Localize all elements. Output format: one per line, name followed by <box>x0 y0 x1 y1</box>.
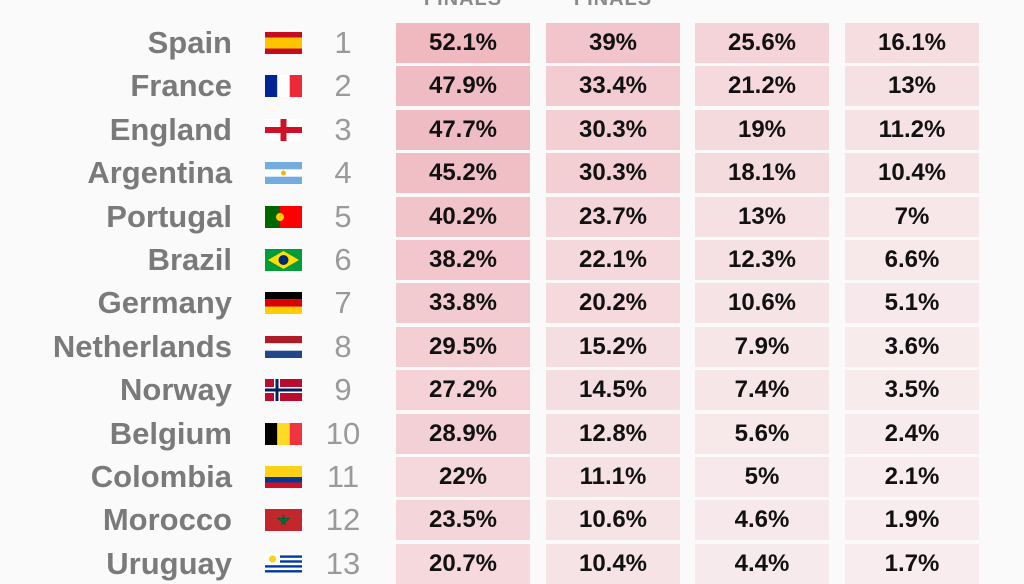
probability-cell: 3.6% <box>845 326 979 367</box>
rank: 12 <box>325 502 361 538</box>
probability-cell: 5.1% <box>845 283 979 324</box>
country-name: Norway <box>120 372 232 408</box>
country-name: England <box>109 111 232 147</box>
column-header: FINALS <box>396 0 530 11</box>
probability-cell: 4.6% <box>695 500 829 541</box>
probability-cell: 7.9% <box>695 326 829 367</box>
probability-cell: 40.2% <box>396 196 530 237</box>
probability-cell: 23.7% <box>546 196 680 237</box>
rank: 2 <box>334 68 352 104</box>
probability-cell: 2.1% <box>845 457 979 497</box>
probability-cell: 21.2% <box>695 66 829 107</box>
flag-icon <box>265 249 302 271</box>
probability-cell: 28.9% <box>396 413 530 454</box>
probability-cell: 5.6% <box>695 413 829 454</box>
probability-cell: 7.4% <box>695 370 829 411</box>
probability-cell: 30.3% <box>546 153 680 194</box>
rank: 3 <box>334 111 352 147</box>
probability-cell: 45.2% <box>396 153 530 194</box>
probability-cell: 2.4% <box>845 413 979 454</box>
probability-cell: 20.7% <box>396 543 530 584</box>
probability-cell: 22.1% <box>546 240 680 280</box>
probability-cell: 22% <box>396 457 530 497</box>
country-name: Colombia <box>90 459 232 494</box>
flag-icon <box>265 205 302 228</box>
probability-cell: 11.2% <box>845 109 979 150</box>
country-name: France <box>130 68 232 104</box>
probability-cell: 52.1% <box>396 23 530 63</box>
probability-cell: 13% <box>845 66 979 107</box>
probability-cell: 12.8% <box>546 413 680 454</box>
probability-cell: 29.5% <box>396 326 530 367</box>
rank: 7 <box>334 285 352 321</box>
probability-cell: 18.1% <box>695 153 829 194</box>
probability-cell: 25.6% <box>695 23 829 63</box>
probability-cell: 1.9% <box>845 500 979 541</box>
country-name: Belgium <box>109 415 232 451</box>
probability-cell: 11.1% <box>546 457 680 497</box>
probability-cell: 10.6% <box>546 500 680 541</box>
rank: 5 <box>334 198 352 234</box>
probability-cell: 7% <box>845 196 979 237</box>
probability-cell: 1.7% <box>845 543 979 584</box>
rank: 13 <box>325 545 361 581</box>
rank: 6 <box>334 242 352 277</box>
probability-cell: 14.5% <box>546 370 680 411</box>
country-name: Spain <box>147 25 232 60</box>
probability-cell: 10.6% <box>695 283 829 324</box>
flag-icon <box>265 335 302 358</box>
probability-cell: 13% <box>695 196 829 237</box>
flag-icon <box>265 292 302 315</box>
country-name: Netherlands <box>52 328 232 364</box>
country-name: Argentina <box>87 155 232 191</box>
country-name: Uruguay <box>106 545 232 581</box>
probability-cell: 47.9% <box>396 66 530 107</box>
flag-icon <box>265 552 302 575</box>
flag-icon <box>265 32 302 54</box>
flag-icon <box>265 379 302 402</box>
rank: 8 <box>334 328 352 364</box>
probability-cell: 30.3% <box>546 109 680 150</box>
probability-cell: 5% <box>695 457 829 497</box>
probability-cell: 10.4% <box>845 153 979 194</box>
probability-cell: 19% <box>695 109 829 150</box>
probability-cell: 23.5% <box>396 500 530 541</box>
rank: 10 <box>325 415 361 451</box>
country-name: Germany <box>97 285 232 321</box>
probability-cell: 16.1% <box>845 23 979 63</box>
country-name: Brazil <box>147 242 232 277</box>
flag-icon <box>265 75 302 98</box>
flag-icon <box>265 509 302 532</box>
flag-icon <box>265 466 302 488</box>
rank: 11 <box>326 459 360 494</box>
probability-cell: 39% <box>546 23 680 63</box>
probability-cell: 15.2% <box>546 326 680 367</box>
rank: 9 <box>334 372 352 408</box>
probability-cell: 38.2% <box>396 240 530 280</box>
rank: 4 <box>334 155 352 191</box>
country-name: Morocco <box>102 502 232 538</box>
probability-cell: 47.7% <box>396 109 530 150</box>
flag-icon <box>265 422 302 445</box>
probability-cell: 12.3% <box>695 240 829 280</box>
flag-icon <box>265 118 302 141</box>
probability-cell: 33.4% <box>546 66 680 107</box>
flag-icon <box>265 162 302 185</box>
probability-cell: 10.4% <box>546 543 680 584</box>
rank: 1 <box>334 25 352 60</box>
probability-cell: 20.2% <box>546 283 680 324</box>
probability-cell: 33.8% <box>396 283 530 324</box>
probability-cell: 27.2% <box>396 370 530 411</box>
probability-cell: 4.4% <box>695 543 829 584</box>
country-name: Portugal <box>106 198 232 234</box>
probability-cell: 3.5% <box>845 370 979 411</box>
probability-cell: 6.6% <box>845 240 979 280</box>
column-header: FINALS <box>546 0 680 11</box>
